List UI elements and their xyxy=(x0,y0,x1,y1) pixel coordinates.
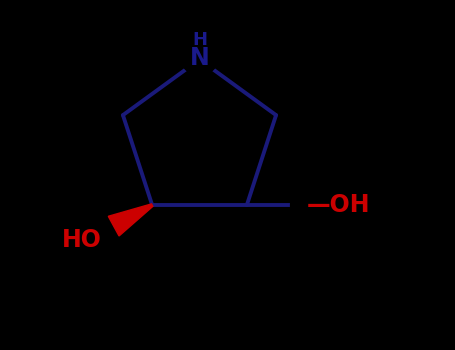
Text: H: H xyxy=(192,31,207,49)
Text: HO: HO xyxy=(61,228,101,252)
Circle shape xyxy=(291,189,322,221)
Text: N: N xyxy=(190,46,209,70)
Circle shape xyxy=(180,37,219,75)
Polygon shape xyxy=(108,204,153,236)
Text: —OH: —OH xyxy=(306,193,370,217)
